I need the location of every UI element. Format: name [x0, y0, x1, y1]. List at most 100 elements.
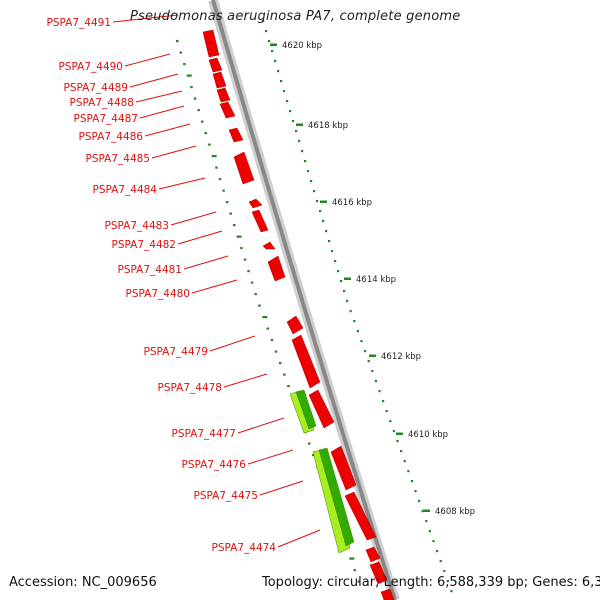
scale-dot: [349, 310, 352, 313]
scale-dot: [340, 280, 343, 283]
gc-skew-mark: [197, 109, 200, 112]
scale-dot: [286, 100, 289, 103]
scale-dot: [425, 520, 428, 523]
scale-dot: [316, 200, 319, 203]
scale-dot: [268, 40, 271, 43]
gene-label: PSPA7_4485: [86, 153, 151, 165]
gene-leader-line: [151, 145, 197, 159]
scale-tick-mark: [296, 123, 303, 126]
scale-dot: [382, 400, 385, 403]
scale-dot: [325, 230, 328, 233]
gc-skew-mark: [262, 316, 268, 319]
gene-leader-lines: [112, 14, 321, 548]
scale-dot: [436, 550, 439, 553]
scale-tick-label: 4616 kbp: [332, 198, 372, 208]
gene-arrow: [365, 546, 381, 563]
gc-skew-mark: [287, 385, 290, 388]
scale-tick-label: 4610 kbp: [408, 430, 448, 440]
scale-dot: [400, 450, 403, 453]
gene-leader-line: [183, 255, 229, 270]
scale-dot: [428, 530, 431, 533]
scale-tick-mark: [344, 277, 351, 280]
scale-dot: [322, 220, 325, 223]
gc-skew-mark: [353, 569, 356, 572]
scale-dot: [403, 460, 406, 463]
scale-dot: [283, 90, 286, 93]
scale-dot: [364, 350, 367, 353]
backbone: [208, 0, 400, 600]
gene-arrow: [267, 255, 286, 282]
scale-tick-mark: [423, 509, 430, 512]
gc-skew-mark: [179, 51, 183, 54]
gc-skew-mark: [200, 120, 204, 123]
scale-dot: [443, 570, 446, 573]
gene-label: PSPA7_4489: [64, 82, 129, 94]
gc-skew-mark: [233, 224, 236, 227]
gene-features: [202, 29, 395, 600]
gene-label: PSPA7_4476: [182, 459, 247, 471]
gene-leader-line: [139, 105, 185, 119]
scale-ring: [262, 20, 453, 593]
gene-arrow: [291, 334, 321, 389]
scale-dot: [374, 380, 377, 383]
gene-label: PSPA7_4475: [194, 490, 259, 502]
genome-summary-text: Topology: circular; Length: 6,588,339 bp…: [262, 575, 600, 590]
scale-tick-label: 4620 kbp: [282, 41, 322, 51]
gc-skew-mark: [176, 40, 179, 43]
gene-leader-line: [177, 230, 223, 245]
scale-dot: [392, 430, 395, 433]
gene-arrow: [262, 241, 276, 250]
gene-arrow: [286, 315, 304, 335]
scale-dot: [439, 560, 442, 563]
scale-dot: [371, 370, 374, 373]
scale-dot: [328, 240, 331, 243]
scale-dot: [385, 410, 388, 413]
scale-dot: [280, 80, 283, 83]
gene-leader-line: [223, 373, 268, 388]
scale-dot: [432, 540, 435, 543]
scale-dot: [331, 250, 334, 253]
scale-dot: [295, 130, 298, 133]
gene-arrow: [208, 57, 223, 73]
gene-leader-line: [170, 211, 217, 226]
gc-skew-mark: [208, 143, 211, 146]
gene-arrow: [344, 491, 377, 541]
gc-skew-mark: [229, 212, 232, 215]
gene-leader-line: [158, 177, 206, 190]
gene-arrow: [248, 198, 263, 209]
accession-text: Accession: NC_009656: [9, 575, 157, 590]
gene-leader-line: [124, 53, 171, 67]
scale-dot: [274, 60, 277, 63]
scale-dot: [450, 590, 453, 593]
scale-dot: [378, 390, 381, 393]
gc-skew-mark: [278, 362, 282, 365]
tick-labels: 4620 kbp 4618 kbp 4616 kbp 4614 kbp 4612 kbp…: [270, 41, 475, 517]
scale-tick-mark: [369, 354, 376, 357]
scale-tick-label: 4612 kbp: [381, 352, 421, 362]
gene-arrow: [308, 389, 335, 429]
gene-label: PSPA7_4482: [112, 239, 177, 251]
scale-dot: [360, 340, 363, 343]
gene-leader-line: [191, 279, 238, 294]
gc-skew-mark: [307, 442, 311, 445]
scale-dot: [346, 300, 349, 303]
scale-dot: [277, 70, 280, 73]
scale-dot: [265, 30, 268, 33]
scale-dot: [298, 140, 301, 143]
gc-skew-mark: [250, 281, 254, 284]
scale-dot: [310, 180, 313, 183]
scale-dot: [343, 290, 346, 293]
gene-leader-line: [277, 529, 321, 548]
gc-skew-mark: [283, 373, 286, 376]
gc-skew-mark: [215, 166, 218, 169]
gene-leader-line: [259, 480, 304, 496]
map-title: Pseudomonas aeruginosa PA7, complete gen…: [130, 9, 461, 24]
gc-skew-mark: [222, 189, 225, 192]
scale-tick-label: 4608 kbp: [435, 507, 475, 517]
scale-dot: [356, 330, 359, 333]
gene-label: PSPA7_4487: [74, 113, 139, 125]
gc-skew-mark: [240, 247, 243, 250]
gene-arrow: [330, 445, 357, 491]
gene-label: PSPA7_4480: [126, 288, 191, 300]
